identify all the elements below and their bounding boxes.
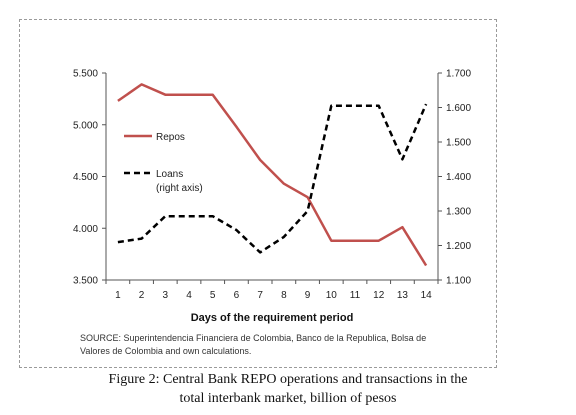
legend-sublabel-loans: (right axis) xyxy=(156,183,203,194)
legend: Repos Loans (right axis) xyxy=(124,132,203,194)
y-right-tick-label: 1.500 xyxy=(446,138,471,149)
chart: 3.500 4.000 4.500 5.000 5.500 1.100 1.200 1.300… xyxy=(73,69,471,357)
x-tick-label: 1 xyxy=(115,290,121,301)
source-line-1: SOURCE: Superintendencia Financiera de C… xyxy=(80,333,426,343)
x-axis-label: Days of the requirement period xyxy=(191,312,354,324)
x-tick-label: 13 xyxy=(397,290,409,301)
x-tick-label: 14 xyxy=(421,290,433,301)
y-left-tick-label: 3.500 xyxy=(73,276,98,287)
y-left-tick-label: 5.500 xyxy=(73,69,98,80)
y-right-tick-label: 1.400 xyxy=(446,172,471,183)
y-left-tick-label: 4.500 xyxy=(73,172,98,183)
x-tick-label: 12 xyxy=(373,290,385,301)
caption-line-1: Figure 2: Central Bank REPO operations a… xyxy=(108,372,468,387)
caption-line-2: total interbank market, billion of pesos xyxy=(179,391,397,406)
figure-caption: Figure 2: Central Bank REPO operations a… xyxy=(0,370,576,408)
y-left-tick-label: 4.000 xyxy=(73,224,98,235)
x-tick-label: 6 xyxy=(234,290,240,301)
chart-frame xyxy=(19,19,497,368)
series-line-repos xyxy=(117,83,428,267)
y-right-tick-label: 1.300 xyxy=(446,207,471,218)
legend-label-repos: Repos xyxy=(156,132,185,143)
x-tick-label: 4 xyxy=(186,290,192,301)
x-tick-label: 7 xyxy=(257,290,263,301)
y-left-tick-label: 5.000 xyxy=(73,120,98,131)
x-tick-label: 2 xyxy=(139,290,145,301)
legend-label-loans: Loans xyxy=(156,169,183,180)
y-right-tick-label: 1.100 xyxy=(446,276,471,287)
source-line-2: Valores de Colombia and own calculations… xyxy=(80,346,251,356)
axes: 3.500 4.000 4.500 5.000 5.500 1.100 1.200 1.300… xyxy=(73,69,471,302)
series-layer xyxy=(117,83,428,267)
x-tick-label: 10 xyxy=(326,290,338,301)
x-tick-label: 11 xyxy=(350,290,361,301)
y-right-tick-label: 1.700 xyxy=(446,69,471,80)
x-tick-label: 8 xyxy=(281,290,287,301)
series-line-loans xyxy=(117,103,428,254)
y-right-tick-label: 1.600 xyxy=(446,103,471,114)
x-tick-label: 3 xyxy=(163,290,169,301)
x-tick-label: 9 xyxy=(305,290,311,301)
y-right-tick-label: 1.200 xyxy=(446,241,471,252)
x-tick-label: 5 xyxy=(210,290,216,301)
